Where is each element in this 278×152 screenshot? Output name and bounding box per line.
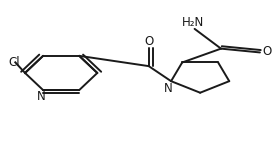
- Text: N: N: [37, 90, 46, 103]
- Text: N: N: [164, 81, 173, 95]
- Text: O: O: [144, 35, 153, 48]
- Text: H₂N: H₂N: [182, 16, 204, 29]
- Text: Cl: Cl: [8, 56, 20, 69]
- Text: O: O: [262, 45, 272, 58]
